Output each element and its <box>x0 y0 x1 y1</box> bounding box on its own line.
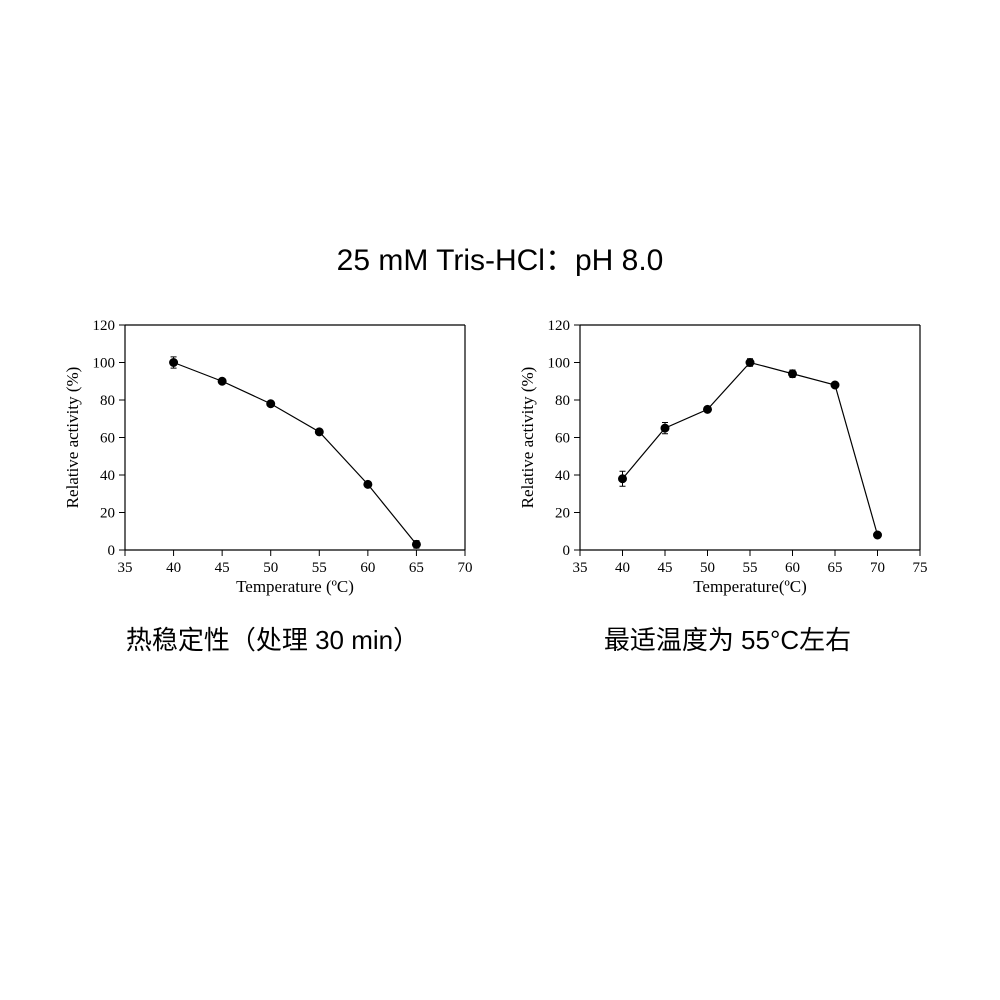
svg-text:35: 35 <box>573 560 588 576</box>
svg-text:60: 60 <box>785 560 800 576</box>
chart-optimum-temp: 35 40 45 50 55 60 65 70 75 0 20 40 60 80 100 120 Tempera… <box>515 310 940 657</box>
charts-row: 35 40 45 50 55 60 65 70 0 20 40 60 80 100 120 Temperatu… <box>60 310 940 657</box>
caption-left: 热稳定性（处理 30 min） <box>60 620 485 657</box>
svg-text:70: 70 <box>458 560 473 576</box>
svg-text:60: 60 <box>360 560 375 576</box>
svg-text:40: 40 <box>166 560 181 576</box>
svg-text:0: 0 <box>108 543 116 559</box>
svg-text:50: 50 <box>263 560 278 576</box>
svg-text:Relative activity (%): Relative activity (%) <box>518 367 537 509</box>
svg-text:0: 0 <box>563 543 571 559</box>
main-title: 25 mM Tris-HCl：pH 8.0 <box>0 235 1000 279</box>
chart-svg-left: 35 40 45 50 55 60 65 70 0 20 40 60 80 100 120 Temperatu… <box>60 310 480 600</box>
svg-text:60: 60 <box>100 431 115 447</box>
svg-text:55: 55 <box>312 560 327 576</box>
svg-text:40: 40 <box>555 468 570 484</box>
svg-text:50: 50 <box>700 560 715 576</box>
svg-text:55: 55 <box>743 560 758 576</box>
svg-text:70: 70 <box>870 560 885 576</box>
svg-text:20: 20 <box>100 506 115 522</box>
svg-text:80: 80 <box>555 393 570 409</box>
svg-text:Relative activity (%): Relative activity (%) <box>63 367 82 509</box>
svg-text:40: 40 <box>615 560 630 576</box>
svg-text:40: 40 <box>100 468 115 484</box>
svg-text:20: 20 <box>555 506 570 522</box>
svg-text:80: 80 <box>100 393 115 409</box>
chart-thermostability: 35 40 45 50 55 60 65 70 0 20 40 60 80 100 120 Temperatu… <box>60 310 485 657</box>
svg-text:65: 65 <box>409 560 424 576</box>
chart-svg-right: 35 40 45 50 55 60 65 70 75 0 20 40 60 80 100 120 Tempera… <box>515 310 935 600</box>
svg-text:120: 120 <box>93 318 116 334</box>
svg-text:75: 75 <box>913 560 928 576</box>
svg-text:120: 120 <box>548 318 571 334</box>
svg-text:45: 45 <box>215 560 230 576</box>
svg-text:Temperature (ºC): Temperature (ºC) <box>236 577 354 596</box>
svg-text:100: 100 <box>548 356 571 372</box>
caption-right: 最适温度为 55°C左右 <box>515 620 940 657</box>
svg-text:60: 60 <box>555 431 570 447</box>
svg-text:65: 65 <box>828 560 843 576</box>
svg-text:100: 100 <box>93 356 116 372</box>
svg-text:45: 45 <box>658 560 673 576</box>
svg-text:35: 35 <box>118 560 133 576</box>
svg-text:Temperature(ºC): Temperature(ºC) <box>693 577 807 596</box>
